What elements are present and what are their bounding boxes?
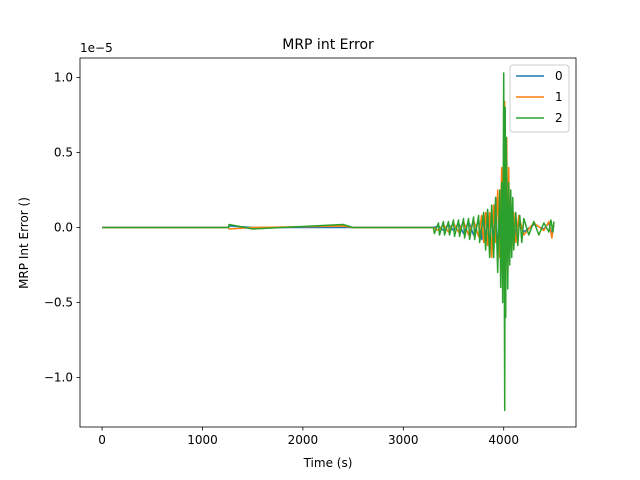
legend-label-1: 1 — [555, 90, 563, 104]
y-tick-label: −1.0 — [44, 371, 73, 385]
x-axis-ticks: 0 1000 2000 3000 4000 — [98, 427, 519, 447]
x-tick-label: 2000 — [288, 433, 319, 447]
y-tick-label: 1.0 — [54, 71, 73, 85]
legend: 0 1 2 — [509, 64, 570, 133]
y-tick-label: −0.5 — [44, 296, 73, 310]
legend-label-2: 2 — [555, 111, 563, 125]
y-offset-text: 1e−5 — [80, 41, 113, 55]
legend-label-0: 0 — [555, 69, 563, 83]
plot-frame — [79, 57, 577, 428]
chart-title: MRP int Error — [282, 37, 374, 53]
series-line-1 — [102, 100, 555, 281]
y-tick-label: 0.0 — [54, 221, 73, 235]
plot-lines — [102, 72, 555, 412]
x-tick-label: 4000 — [488, 433, 519, 447]
x-tick-label: 3000 — [388, 433, 419, 447]
y-tick-label: 0.5 — [54, 146, 73, 160]
x-tick-label: 1000 — [187, 433, 218, 447]
x-axis-label: Time (s) — [303, 456, 353, 470]
x-tick-label: 0 — [98, 433, 106, 447]
y-axis-label: MRP Int Error () — [17, 197, 31, 289]
y-axis-ticks: −1.0 −0.5 0.0 0.5 1.0 — [44, 71, 80, 385]
series-line-2 — [102, 72, 555, 412]
legend-box — [509, 64, 570, 133]
